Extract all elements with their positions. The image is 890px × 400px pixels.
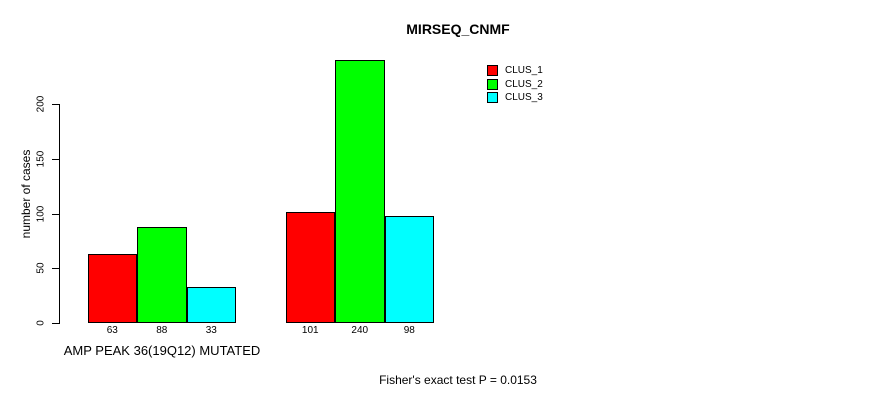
legend-swatch-clus_1 bbox=[487, 65, 498, 77]
y-tick bbox=[52, 213, 59, 215]
bar-value-label: 33 bbox=[205, 325, 217, 336]
bar-clus_1-group2 bbox=[285, 212, 335, 323]
bar-value-label: 240 bbox=[351, 325, 369, 336]
legend-swatch-clus_2 bbox=[487, 78, 498, 90]
y-tick-label: 100 bbox=[35, 205, 47, 222]
y-tick-label: 0 bbox=[35, 320, 47, 326]
bar-value-label: 98 bbox=[403, 325, 415, 336]
legend: CLUS_1 CLUS_2 CLUS_3 bbox=[487, 64, 543, 105]
annotation-text: Fisher's exact test P = 0.0153 bbox=[379, 373, 537, 387]
legend-row: CLUS_2 bbox=[487, 78, 543, 92]
y-tick bbox=[52, 323, 59, 324]
y-axis-line bbox=[59, 104, 60, 324]
bar-value-label: 63 bbox=[106, 325, 118, 336]
y-tick-label: 200 bbox=[35, 95, 47, 113]
legend-swatch-clus_3 bbox=[487, 92, 498, 104]
y-tick bbox=[52, 268, 59, 270]
bar-value-label: 101 bbox=[301, 325, 319, 336]
y-tick bbox=[52, 104, 59, 105]
bar-clus_3-group1 bbox=[186, 286, 236, 323]
legend-label: CLUS_2 bbox=[505, 78, 543, 90]
legend-label: CLUS_3 bbox=[505, 92, 543, 104]
legend-row: CLUS_3 bbox=[487, 91, 543, 105]
chart-title: MIRSEQ_CNMF bbox=[406, 21, 510, 37]
x-category-label: AMP PEAK 36(19Q12) MUTATED bbox=[63, 343, 261, 358]
bar-value-label: 88 bbox=[156, 325, 168, 336]
y-tick-label: 150 bbox=[35, 150, 47, 168]
legend-row: CLUS_1 bbox=[487, 64, 543, 78]
y-axis-label: number of cases bbox=[19, 149, 33, 239]
bar-clus_1-group1 bbox=[87, 254, 137, 323]
y-tick-label: 50 bbox=[35, 262, 47, 274]
y-tick bbox=[52, 158, 59, 160]
bar-clus_3-group2 bbox=[384, 215, 434, 323]
legend-label: CLUS_1 bbox=[505, 65, 543, 77]
bar-clus_2-group1 bbox=[137, 226, 187, 323]
bar-clus_2-group2 bbox=[335, 60, 385, 323]
